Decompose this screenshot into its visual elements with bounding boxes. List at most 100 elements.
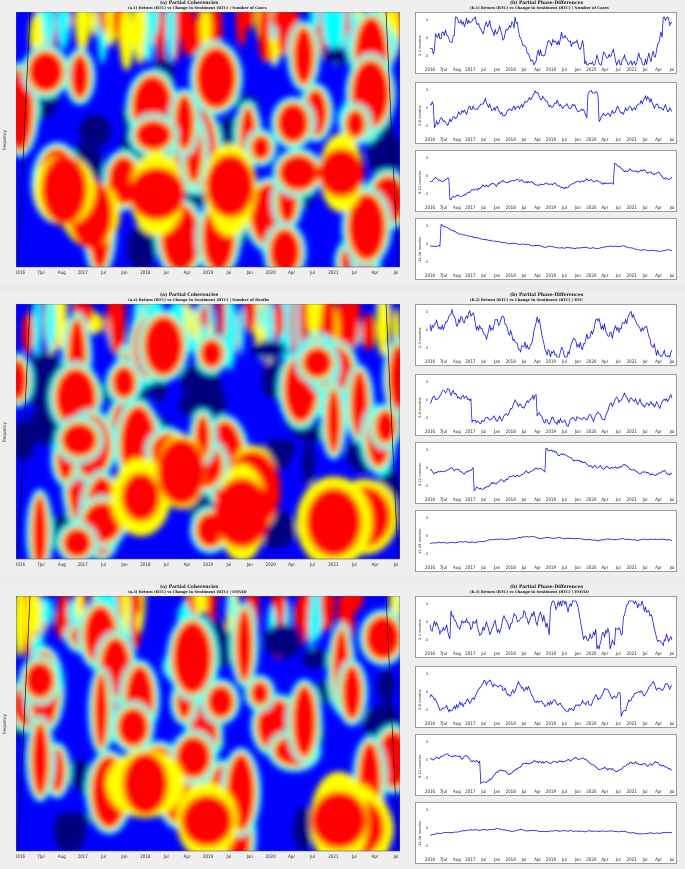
coherence-blob xyxy=(121,472,161,522)
phase-y-tick: -3 xyxy=(424,638,428,642)
phase-panel-1: 3 0 -3 2016 7Jul Aug 2017 Jul Jan 2018 Jul Apr 2019 J… xyxy=(415,596,677,658)
phase-y-tick: 0 xyxy=(426,826,429,830)
coherence-blob xyxy=(56,12,71,50)
coherence-blob xyxy=(344,304,360,351)
heatmap-x-tick: 2018 xyxy=(140,854,151,859)
phase-band-label: 6-12 months xyxy=(418,755,422,778)
phase-x-tick: Aug xyxy=(453,429,461,434)
heatmap-frame xyxy=(16,596,400,852)
phase-x-tick: Jul xyxy=(480,137,486,142)
coherence-blob xyxy=(119,12,134,71)
phase-x-tick: 2018 xyxy=(506,205,517,210)
phase-x-tick: Jul xyxy=(521,67,527,72)
phase-x-tick: Jul xyxy=(669,789,675,794)
phase-x-tick: Jul xyxy=(561,857,567,862)
phase-x-tick: Apr xyxy=(655,137,662,142)
coherence-blob xyxy=(364,615,400,660)
phase-y-tick: 3 xyxy=(426,224,428,228)
phase-x-tick: Jan xyxy=(493,789,501,794)
phase-y-tick: 3 xyxy=(426,602,428,606)
heatmap-x-tick: Jan xyxy=(246,270,254,275)
heatmap-x-tick: 2021 xyxy=(328,562,339,567)
heatmap-x-tick: 2017 xyxy=(78,562,89,567)
coherence-blob xyxy=(336,12,344,58)
phase-x-tick: Apr xyxy=(534,359,541,364)
coherence-blob xyxy=(42,12,55,48)
coherence-blob xyxy=(31,596,43,632)
phase-x-tick: 2016 xyxy=(425,137,436,142)
phase-x-tick: Jul xyxy=(480,205,486,210)
phase-x-tick: Jul xyxy=(669,205,675,210)
coherence-blob xyxy=(263,623,303,659)
phase-x-tick: Jul xyxy=(669,273,675,278)
heatmap-x-tick: 2019 xyxy=(203,562,214,567)
phase-x-tick: Jul xyxy=(561,651,567,656)
phase-y-tick: 3 xyxy=(426,156,428,160)
phase-x-tick: 2017 xyxy=(465,205,476,210)
phase-difference-subtitle: (b.3) Return (BTC) vs Change in Sentimen… xyxy=(470,590,589,594)
phase-y-tick: 3 xyxy=(426,516,428,520)
phase-x-tick: 2021 xyxy=(627,429,638,434)
phase-line-chart: 3 0 -3 2016 7Jul Aug 2017 Jul Jan 2018 Jul Apr 2019 J… xyxy=(424,808,674,862)
heatmap-x-tick: Apr xyxy=(288,562,295,567)
phase-x-tick: 2021 xyxy=(627,137,638,142)
phase-series-line xyxy=(429,600,673,651)
phase-series-line xyxy=(429,753,673,785)
phase-x-tick: Apr xyxy=(534,857,541,862)
coherence-blob xyxy=(345,109,366,139)
coherence-blob xyxy=(69,759,92,789)
heatmap-x-tick: Jul xyxy=(309,854,315,859)
coherency-title: (a) Partial Coherencies xyxy=(160,293,219,298)
phase-line-chart: 3 0 -3 2016 7Jul Aug 2017 Jul Jan 2018 Jul Apr 2019 J… xyxy=(424,600,674,656)
phase-panel-3: 3 0 -3 2016 7Jul Aug 2017 Jul Jan 2018 Jul Apr 2019 J… xyxy=(415,150,677,212)
coherency-heatmap: 4816326420167JulAug2017JulJan2018JulApr2… xyxy=(16,596,400,859)
coherence-blob xyxy=(24,661,55,699)
phase-x-tick: Jul xyxy=(615,721,621,726)
phase-y-tick: -3 xyxy=(424,260,428,264)
heatmap-x-tick: Jul xyxy=(393,270,399,275)
coherency-heatmap: 4816326420167JulAug2017JulJan2018JulApr2… xyxy=(16,12,400,275)
phase-line-chart: 3 0 -3 2016 7Jul Aug 2017 Jul Jan 2018 Jul Apr 2019 J… xyxy=(424,447,674,502)
phase-x-tick: 2016 xyxy=(425,359,436,364)
phase-band-label: 2-3 months xyxy=(418,327,422,348)
phase-x-tick: 2018 xyxy=(506,429,517,434)
coherence-blob xyxy=(22,311,34,355)
coherence-blob xyxy=(60,422,98,457)
coherence-blob xyxy=(341,665,363,721)
phase-x-tick: Apr xyxy=(655,359,662,364)
phase-series-line xyxy=(429,15,673,67)
phase-band-label: 12-18 months xyxy=(418,820,422,846)
phase-x-tick: 7Jul xyxy=(440,651,447,656)
heatmap-x-tick: Apr xyxy=(184,854,191,859)
phase-difference-title: (b) Partial Phase-Differences xyxy=(510,585,584,590)
phase-x-tick: 2020 xyxy=(586,137,597,142)
coherence-blob xyxy=(93,672,109,749)
phase-x-tick: Jul xyxy=(642,205,648,210)
coherence-blob xyxy=(146,12,159,38)
heatmap-x-tick: 2020 xyxy=(266,854,277,859)
coherence-blob xyxy=(238,304,245,356)
cone-of-influence-right xyxy=(385,304,399,559)
phase-x-tick: 2016 xyxy=(425,565,436,570)
phase-x-tick: Jul xyxy=(561,137,567,142)
phase-x-tick: 2017 xyxy=(465,721,476,726)
phase-line-chart: 3 0 -3 2016 7Jul Aug 2017 Jul Jan 2018 Jul Apr 2019 J… xyxy=(424,156,675,210)
heatmap-x-tick: 2020 xyxy=(266,270,277,275)
phase-x-tick: Jul xyxy=(669,137,675,142)
phase-band-label: 2-3 months xyxy=(418,619,422,640)
phase-x-tick: 2021 xyxy=(627,651,638,656)
phase-x-tick: Apr xyxy=(601,359,608,364)
phase-line-chart: 3 0 -3 2016 7Jul Aug 2017 Jul Jan 2018 Jul Apr 2019 J… xyxy=(424,516,674,570)
coherence-blob xyxy=(175,735,212,779)
phase-line-chart: 3 0 -3 2016 7Jul Aug 2017 Jul Jan 2018 Jul Apr 2019 J… xyxy=(424,380,674,434)
phase-band-label: 2-3 months xyxy=(418,35,422,56)
coherence-blob xyxy=(62,527,92,559)
coherence-blob xyxy=(89,12,98,37)
phase-x-tick: Jan xyxy=(574,721,582,726)
cone-of-influence-right xyxy=(385,12,399,267)
phase-y-tick: 0 xyxy=(426,690,429,694)
phase-x-tick: Jan xyxy=(493,359,501,364)
phase-x-tick: 2016 xyxy=(425,67,436,72)
coherence-blob xyxy=(276,12,291,57)
phase-x-tick: 2016 xyxy=(425,497,436,502)
